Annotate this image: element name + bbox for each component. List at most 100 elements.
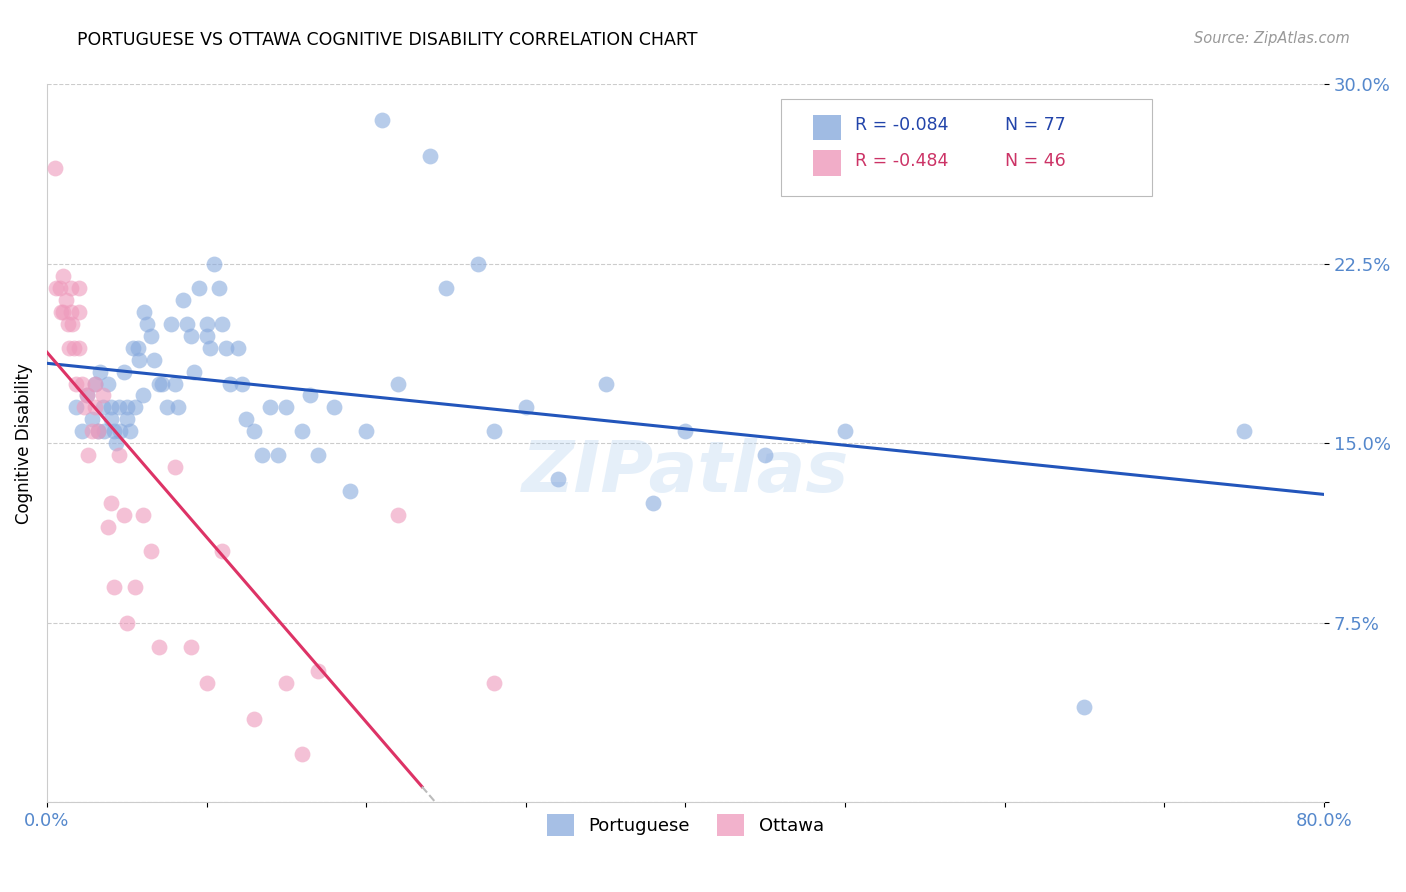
Point	[103, 425, 125, 439]
Point	[180, 328, 202, 343]
Point	[148, 376, 170, 391]
Point	[107, 448, 129, 462]
Point	[122, 341, 145, 355]
Point	[834, 425, 856, 439]
Point	[139, 544, 162, 558]
Point	[307, 664, 329, 678]
FancyBboxPatch shape	[813, 114, 841, 140]
Text: ZIPatlas: ZIPatlas	[522, 438, 849, 507]
Point	[595, 376, 617, 391]
Point	[67, 341, 90, 355]
Point	[482, 425, 505, 439]
Point	[387, 508, 409, 523]
Point	[291, 425, 314, 439]
Text: R = -0.084: R = -0.084	[855, 116, 949, 134]
Legend: Portuguese, Ottawa: Portuguese, Ottawa	[540, 807, 831, 844]
Point	[59, 304, 82, 318]
Point	[136, 317, 159, 331]
Point	[163, 460, 186, 475]
Point	[482, 675, 505, 690]
Point	[547, 472, 569, 486]
Point	[67, 304, 90, 318]
Point	[87, 425, 110, 439]
Point	[160, 317, 183, 331]
Point	[76, 388, 98, 402]
Point	[48, 281, 70, 295]
Point	[110, 425, 132, 439]
Point	[195, 328, 218, 343]
Point	[387, 376, 409, 391]
Point	[354, 425, 377, 439]
Point	[127, 341, 149, 355]
Point	[1233, 425, 1256, 439]
Point	[187, 281, 209, 295]
Point	[100, 412, 122, 426]
Point	[115, 412, 138, 426]
Point	[70, 376, 93, 391]
Point	[172, 293, 194, 307]
Point	[259, 401, 281, 415]
Point	[515, 401, 537, 415]
Point	[323, 401, 346, 415]
Point	[643, 496, 665, 510]
Point	[139, 328, 162, 343]
Text: N = 46: N = 46	[1005, 152, 1066, 169]
Point	[195, 675, 218, 690]
Point	[67, 281, 90, 295]
Point	[142, 352, 165, 367]
Point	[59, 281, 82, 295]
Point	[211, 544, 233, 558]
Point	[180, 640, 202, 654]
Text: N = 77: N = 77	[1005, 116, 1066, 134]
Point	[128, 352, 150, 367]
Point	[252, 448, 274, 462]
Point	[83, 401, 105, 415]
Point	[215, 341, 238, 355]
Point	[754, 448, 776, 462]
Point	[163, 376, 186, 391]
Point	[118, 425, 141, 439]
Point	[76, 388, 98, 402]
Text: Source: ZipAtlas.com: Source: ZipAtlas.com	[1194, 31, 1350, 46]
Point	[115, 615, 138, 630]
Point	[96, 376, 118, 391]
Point	[131, 388, 153, 402]
Point	[91, 388, 114, 402]
Point	[45, 281, 67, 295]
Point	[131, 508, 153, 523]
Point	[419, 149, 441, 163]
Point	[124, 580, 146, 594]
Point	[83, 376, 105, 391]
Point	[176, 317, 198, 331]
Point	[228, 341, 250, 355]
Point	[83, 376, 105, 391]
Point	[467, 257, 489, 271]
Point	[89, 365, 111, 379]
Point	[166, 401, 188, 415]
Point	[91, 401, 114, 415]
Point	[276, 401, 298, 415]
Point	[291, 747, 314, 762]
FancyBboxPatch shape	[813, 151, 841, 177]
Point	[104, 436, 127, 450]
Point	[208, 281, 231, 295]
Point	[100, 496, 122, 510]
Point	[231, 376, 253, 391]
Point	[87, 425, 110, 439]
Point	[72, 401, 94, 415]
Point	[112, 365, 135, 379]
Point	[307, 448, 329, 462]
Point	[115, 401, 138, 415]
Point	[243, 712, 266, 726]
Point	[155, 401, 177, 415]
FancyBboxPatch shape	[782, 99, 1152, 195]
Point	[103, 580, 125, 594]
Point	[55, 293, 77, 307]
Point	[204, 257, 226, 271]
Point	[211, 317, 233, 331]
Point	[195, 317, 218, 331]
Point	[267, 448, 290, 462]
Point	[243, 425, 266, 439]
Point	[673, 425, 696, 439]
Point	[134, 304, 156, 318]
